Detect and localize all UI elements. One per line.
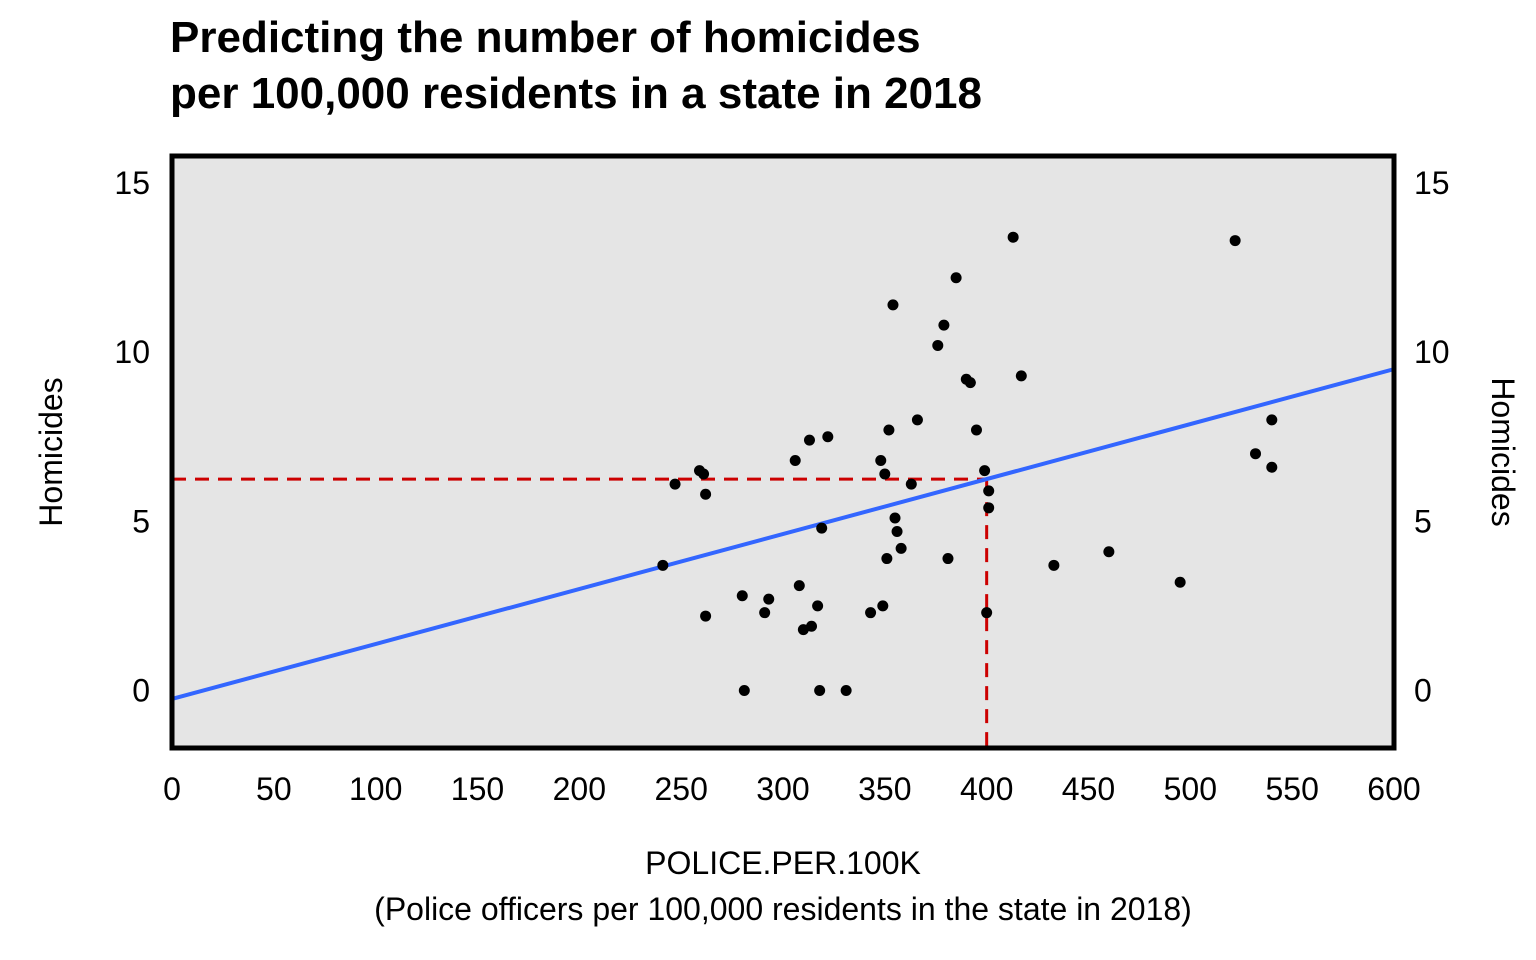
data-point xyxy=(698,468,710,480)
x-tick-label: 400 xyxy=(960,771,1013,807)
data-point xyxy=(983,502,995,514)
x-tick-label: 450 xyxy=(1062,771,1115,807)
x-axis-ticks: 0 50 100 150 200 250 300 350 400 450 500 550 600 xyxy=(163,771,1421,807)
x-tick-label: 250 xyxy=(654,771,707,807)
regression-line-group xyxy=(171,367,1395,701)
data-point xyxy=(657,559,669,571)
data-point xyxy=(806,620,818,632)
data-point xyxy=(865,607,877,619)
data-point xyxy=(970,424,982,436)
x-axis-label: POLICE.PER.100K xyxy=(645,845,921,881)
data-point xyxy=(877,600,889,612)
data-point xyxy=(895,542,907,554)
data-point xyxy=(891,525,903,537)
data-point xyxy=(840,684,852,696)
data-point xyxy=(887,299,899,311)
data-point xyxy=(981,607,993,619)
data-point xyxy=(1266,414,1278,426)
data-point xyxy=(1015,370,1027,382)
data-point xyxy=(881,553,893,565)
y-axis-right-label: Homicides xyxy=(1485,377,1521,526)
data-point xyxy=(905,478,917,490)
data-point xyxy=(911,414,923,426)
y-right-tick-label: 10 xyxy=(1414,334,1450,370)
y-right-tick-label: 0 xyxy=(1414,672,1432,708)
x-tick-label: 100 xyxy=(349,771,402,807)
x-tick-label: 600 xyxy=(1367,771,1420,807)
x-tick-label: 350 xyxy=(858,771,911,807)
y-axis-right-ticks: 0 5 10 15 xyxy=(1414,165,1450,708)
plot-border xyxy=(169,153,1397,751)
data-point xyxy=(932,339,944,351)
data-point xyxy=(669,478,681,490)
data-point xyxy=(883,424,895,436)
y-left-tick-label: 5 xyxy=(132,503,150,539)
x-tick-label: 500 xyxy=(1164,771,1217,807)
data-point xyxy=(1250,448,1262,460)
x-tick-label: 550 xyxy=(1265,771,1318,807)
data-point xyxy=(763,593,775,605)
data-points xyxy=(657,231,1278,696)
x-axis-sublabel: (Police officers per 100,000 residents i… xyxy=(374,891,1192,927)
data-point xyxy=(738,684,750,696)
x-tick-label: 50 xyxy=(256,771,292,807)
y-axis-left-ticks: 0 5 10 15 xyxy=(114,165,150,708)
data-point xyxy=(822,431,834,443)
y-left-tick-label: 10 xyxy=(114,334,150,370)
data-point xyxy=(1266,461,1278,473)
y-axis-left-label: Homicides xyxy=(33,377,69,526)
data-point xyxy=(875,454,887,466)
data-point xyxy=(736,590,748,602)
data-point xyxy=(789,454,801,466)
data-point xyxy=(889,512,901,524)
data-point xyxy=(803,434,815,446)
data-point xyxy=(793,580,805,592)
data-point xyxy=(759,607,771,619)
data-point xyxy=(938,319,950,331)
chart-title-line-2: per 100,000 residents in a state in 2018 xyxy=(170,69,982,118)
y-right-tick-label: 5 xyxy=(1414,503,1432,539)
y-right-tick-label: 15 xyxy=(1414,165,1450,201)
plot-background xyxy=(172,156,1394,748)
x-tick-label: 200 xyxy=(553,771,606,807)
data-point xyxy=(879,468,891,480)
chart-title-line-1: Predicting the number of homicides xyxy=(170,13,921,62)
y-left-tick-label: 15 xyxy=(114,165,150,201)
data-point xyxy=(1174,576,1186,588)
regression-line xyxy=(171,367,1395,701)
data-point xyxy=(1229,235,1241,247)
data-point xyxy=(1007,231,1019,243)
data-point xyxy=(964,377,976,389)
data-point xyxy=(814,684,826,696)
data-point xyxy=(942,553,954,565)
data-point xyxy=(983,485,995,497)
data-point xyxy=(1048,559,1060,571)
data-point xyxy=(700,610,712,622)
data-point xyxy=(700,488,712,500)
data-point xyxy=(1103,546,1115,558)
data-point xyxy=(812,600,824,612)
data-point xyxy=(816,522,828,534)
data-point xyxy=(950,272,962,284)
y-left-tick-label: 0 xyxy=(132,672,150,708)
x-tick-label: 300 xyxy=(756,771,809,807)
prediction-guides xyxy=(172,477,989,748)
x-tick-label: 0 xyxy=(163,771,181,807)
x-tick-label: 150 xyxy=(451,771,504,807)
data-point xyxy=(979,465,991,477)
